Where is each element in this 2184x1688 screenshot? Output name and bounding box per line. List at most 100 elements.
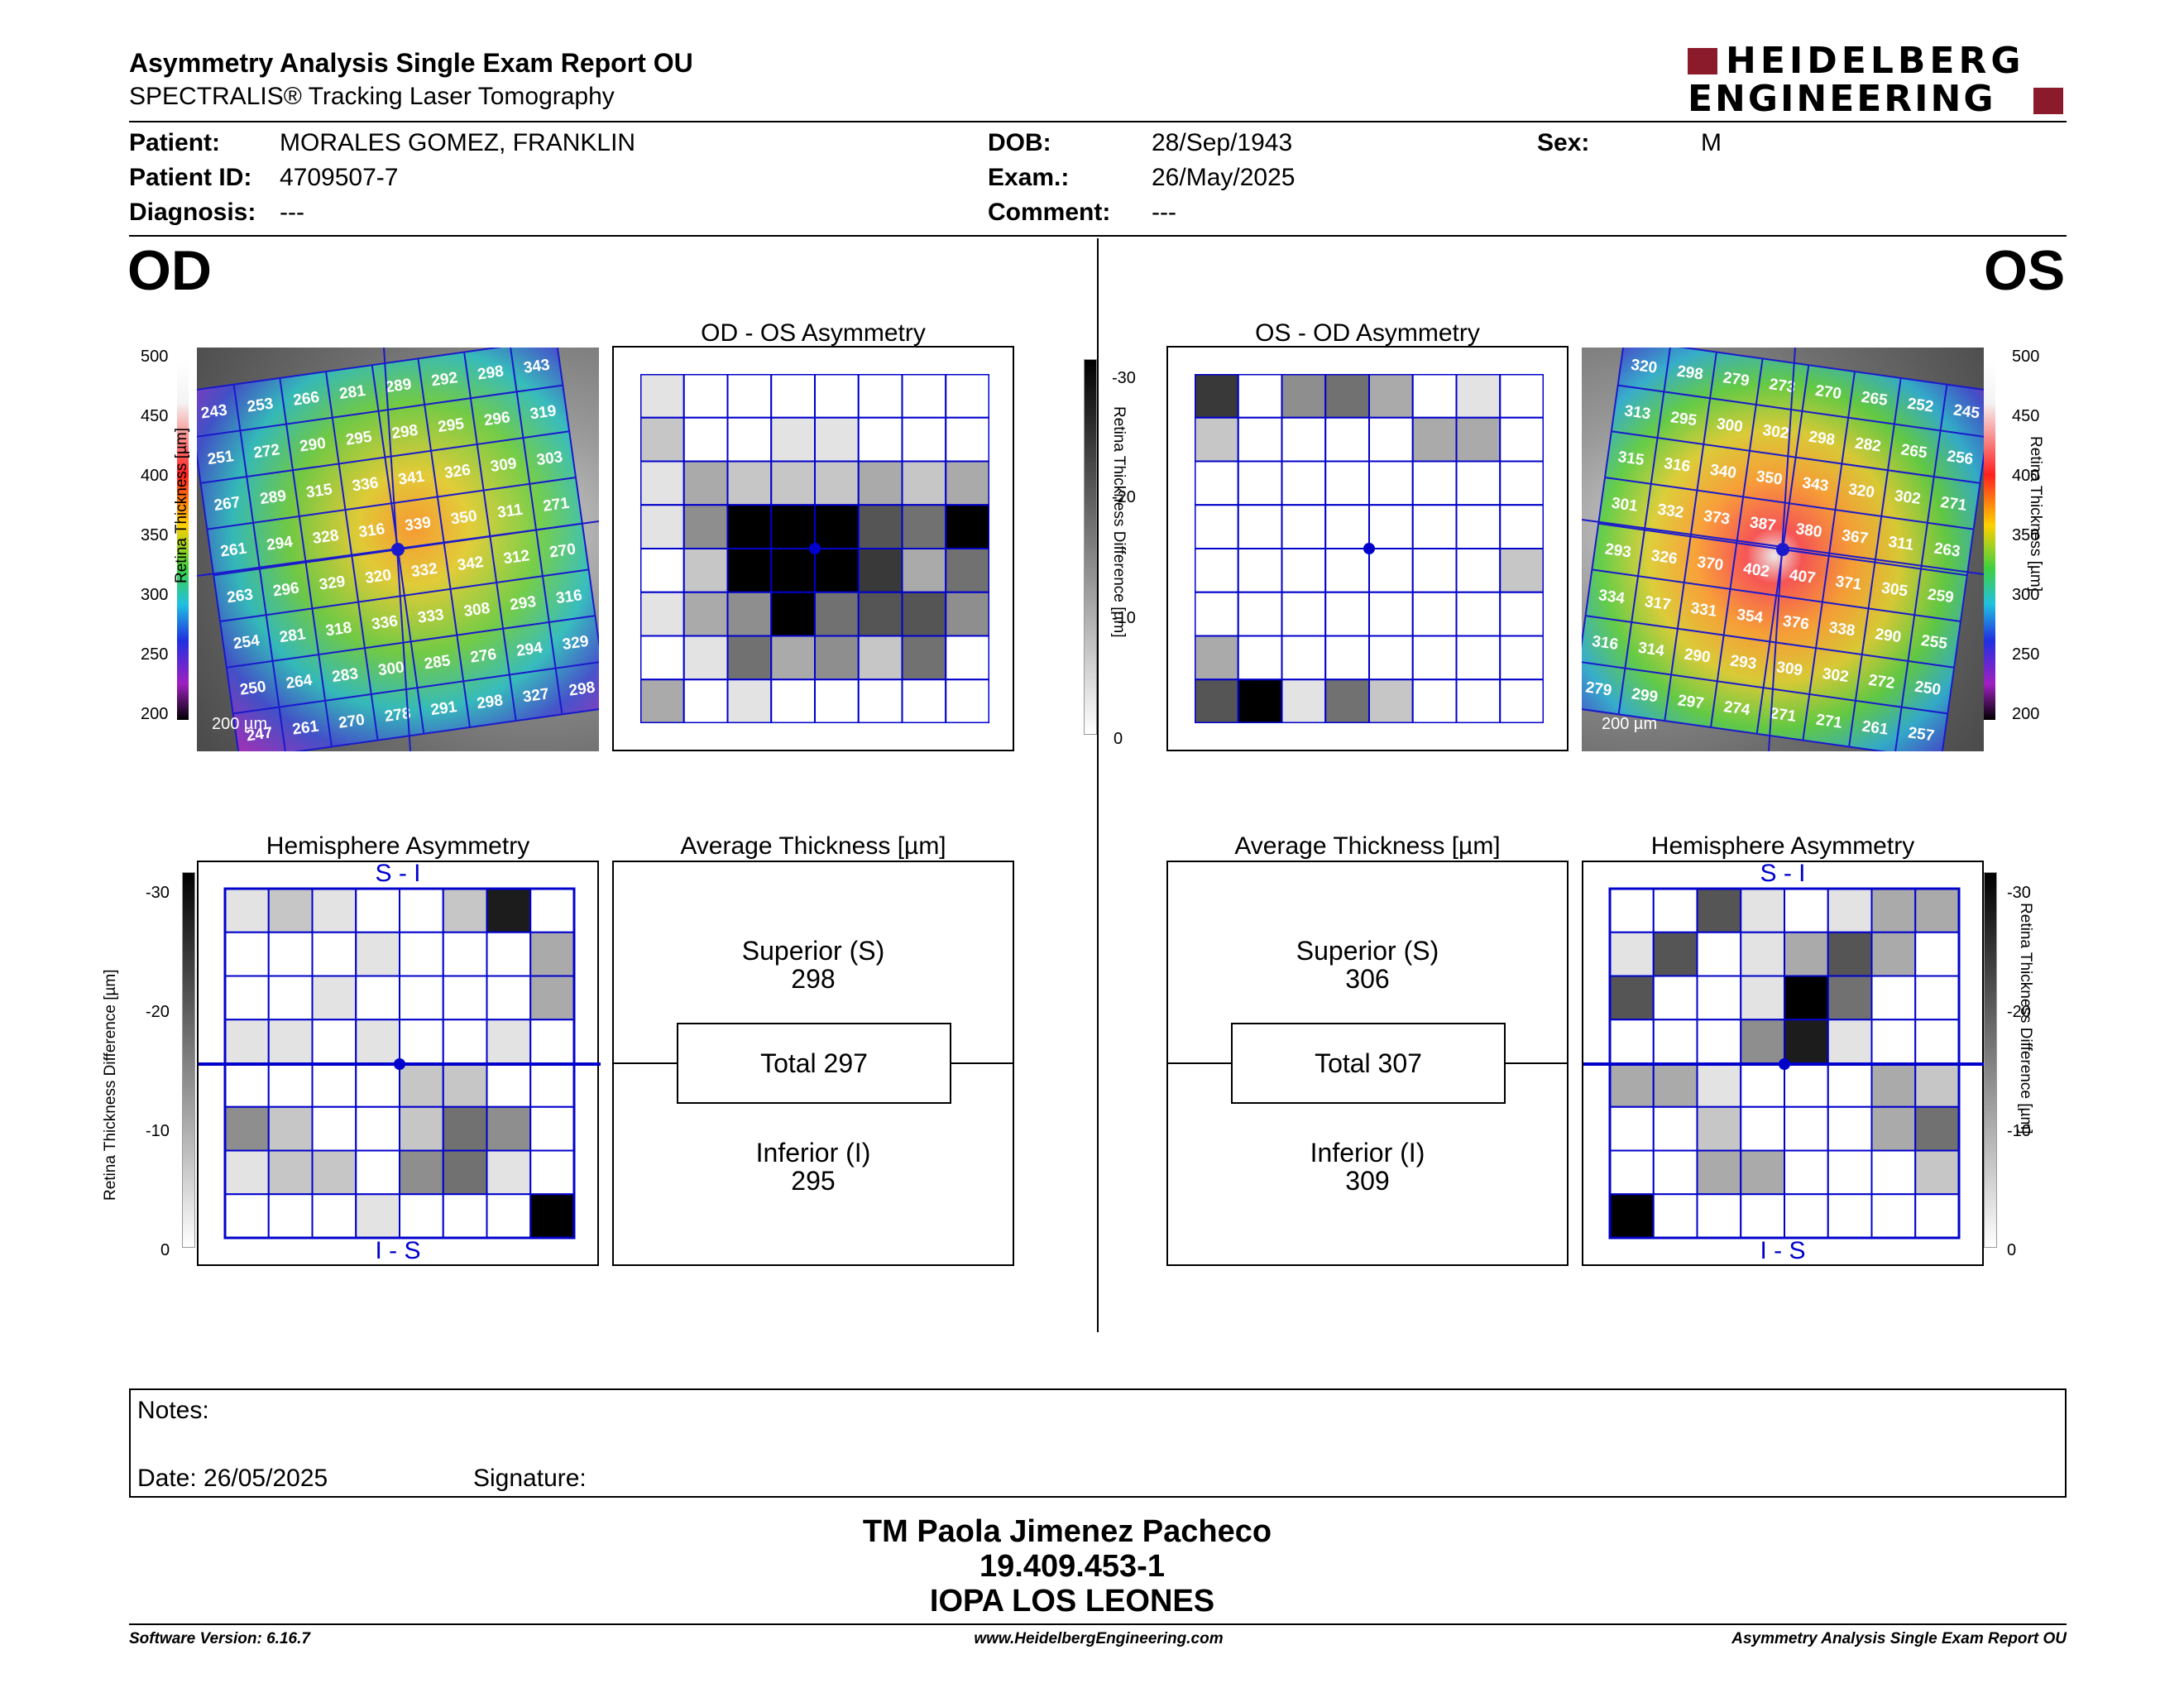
- od-hemi-cell: [355, 931, 400, 977]
- os-hemi-cell: [1870, 1062, 1917, 1108]
- os-inferior-value: 309: [1345, 1166, 1390, 1196]
- signer-place: IOPA LOS LEONES: [929, 1584, 1215, 1618]
- od-thickness-value: 261: [291, 717, 320, 738]
- os-thickness-value: 320: [1847, 481, 1875, 501]
- od-hemi-cell: [529, 1149, 575, 1196]
- od-hemi-cell: [486, 1105, 532, 1152]
- od-asym-cell: [814, 374, 860, 419]
- od-hemi-cell: [267, 888, 314, 933]
- od-thickness-value: 267: [213, 494, 241, 515]
- os-asym-cell: [1499, 679, 1544, 723]
- os-thickness-gradient: [1984, 359, 1995, 720]
- os-thickness-value: 298: [1676, 362, 1704, 383]
- os-thickness-gridline: [1585, 615, 1955, 669]
- os-asym-cell: [1455, 374, 1502, 419]
- od-thickness-value: 264: [285, 672, 314, 693]
- od-asym-cell: [682, 635, 729, 681]
- os-hemi-cell: [1696, 931, 1742, 977]
- os-asym-cell: [1455, 460, 1502, 506]
- os-hemi-cell: [1827, 1062, 1873, 1108]
- os-asym-cell: [1195, 416, 1239, 463]
- os-thickness-value: 367: [1841, 527, 1869, 548]
- od-asym-cell: [640, 374, 685, 419]
- od-asym-cell: [901, 679, 947, 723]
- os-thickness-gridline: [1582, 660, 1948, 715]
- od-asym-cell: [770, 504, 816, 549]
- od-thickness-value: 295: [345, 428, 374, 448]
- os-diff-gradient: [1984, 872, 1997, 1248]
- signer-rut: 19.409.453-1: [979, 1549, 1165, 1584]
- od-hemi-cell: [224, 1105, 270, 1152]
- od-thickness-value: 283: [331, 665, 359, 686]
- os-hemi-cell: [1870, 888, 1917, 933]
- os-asym-cell: [1411, 504, 1458, 549]
- od-hemi-cell: [355, 888, 400, 933]
- os-hemi-cell: [1740, 1193, 1785, 1239]
- od-asym-cell: [857, 591, 903, 637]
- os-thickness-value: 326: [1650, 547, 1678, 568]
- od-thickness-value: 253: [246, 395, 274, 415]
- os-asym-cell: [1368, 679, 1414, 723]
- os-hemi-cell: [1914, 1105, 1960, 1152]
- os-asym-cell: [1324, 504, 1370, 549]
- od-thickness-value: 350: [450, 507, 478, 528]
- od-asym-cell: [770, 548, 816, 593]
- od-hemi-cell: [442, 1019, 488, 1064]
- od-thickness-value: 281: [279, 626, 308, 646]
- od-hemi-cell: [267, 1149, 314, 1196]
- os-tick-500: 500: [2012, 348, 2040, 366]
- od-hemi-cell: [529, 1019, 575, 1064]
- footer-software: Software Version: 6.16.7: [129, 1630, 310, 1647]
- os-hemi-cell: [1784, 1062, 1829, 1108]
- date-label: Date: 26/05/2025: [137, 1465, 328, 1492]
- os-asym-cell: [1411, 416, 1458, 463]
- os-asym-cell: [1281, 374, 1327, 419]
- od-thickness-value: 261: [219, 539, 248, 560]
- od-hemi-panel: S - I I - S: [197, 861, 601, 1266]
- center-diff-axis-title: Retina Thickness Difference [µm]: [1110, 406, 1128, 638]
- os-hemi-cell: [1696, 1149, 1742, 1196]
- od-asym-cell: [857, 548, 903, 593]
- od-hemi-svg: [199, 887, 601, 1240]
- os-hemi-cell: [1740, 975, 1785, 1021]
- od-hemi-cell: [399, 1105, 444, 1152]
- od-thickness-gridline: [239, 707, 599, 751]
- od-asym-cell: [901, 548, 947, 593]
- od-thickness-value: 295: [437, 415, 466, 436]
- os-hemi-cell: [1784, 1193, 1829, 1239]
- os-asym-cell: [1324, 374, 1370, 419]
- os-asym-cell: [1281, 460, 1327, 506]
- os-asym-cell: [1499, 416, 1544, 463]
- os-thickness-value: 402: [1742, 560, 1770, 581]
- os-asym-cell: [1411, 679, 1458, 723]
- sex-value: M: [1701, 129, 1722, 156]
- od-thickness-value: 327: [522, 685, 550, 706]
- od-tick-300: 300: [141, 586, 169, 604]
- os-hemi-cell: [1652, 1062, 1698, 1108]
- os-asym-cell: [1368, 460, 1414, 506]
- os-thickness-value: 255: [1920, 632, 1949, 653]
- os-hemi-cell: [1827, 888, 1873, 933]
- od-asym-cell: [814, 591, 860, 637]
- os-asym-cell: [1195, 460, 1239, 506]
- os-thickness-value: 290: [1684, 645, 1712, 666]
- od-hemi-cell: [399, 1193, 444, 1239]
- notes-box: Notes: Date: 26/05/2025 Signature:: [129, 1388, 2067, 1498]
- os-hemi-cell: [1870, 1149, 1917, 1196]
- os-thickness-gridline: [1582, 707, 1942, 751]
- od-thickness-value: 308: [462, 600, 491, 621]
- od-asym-cell: [726, 679, 773, 723]
- os-asym-cell: [1368, 374, 1414, 419]
- od-hemi-cell: [529, 1062, 575, 1108]
- os-hemi-cell: [1914, 1019, 1960, 1064]
- od-asym-cell: [682, 679, 729, 723]
- od-thickness-value: 329: [562, 633, 590, 654]
- os-asym-cell: [1237, 591, 1283, 637]
- os-hemi-cell: [1914, 888, 1960, 933]
- od-asym-cell: [640, 679, 685, 723]
- od-hemi-cell: [486, 931, 532, 977]
- od-hemi-cell: [224, 1019, 270, 1064]
- os-asym-cell: [1411, 591, 1458, 637]
- od-hemi-cell: [267, 931, 314, 977]
- os-thickness-value: 300: [1716, 415, 1744, 436]
